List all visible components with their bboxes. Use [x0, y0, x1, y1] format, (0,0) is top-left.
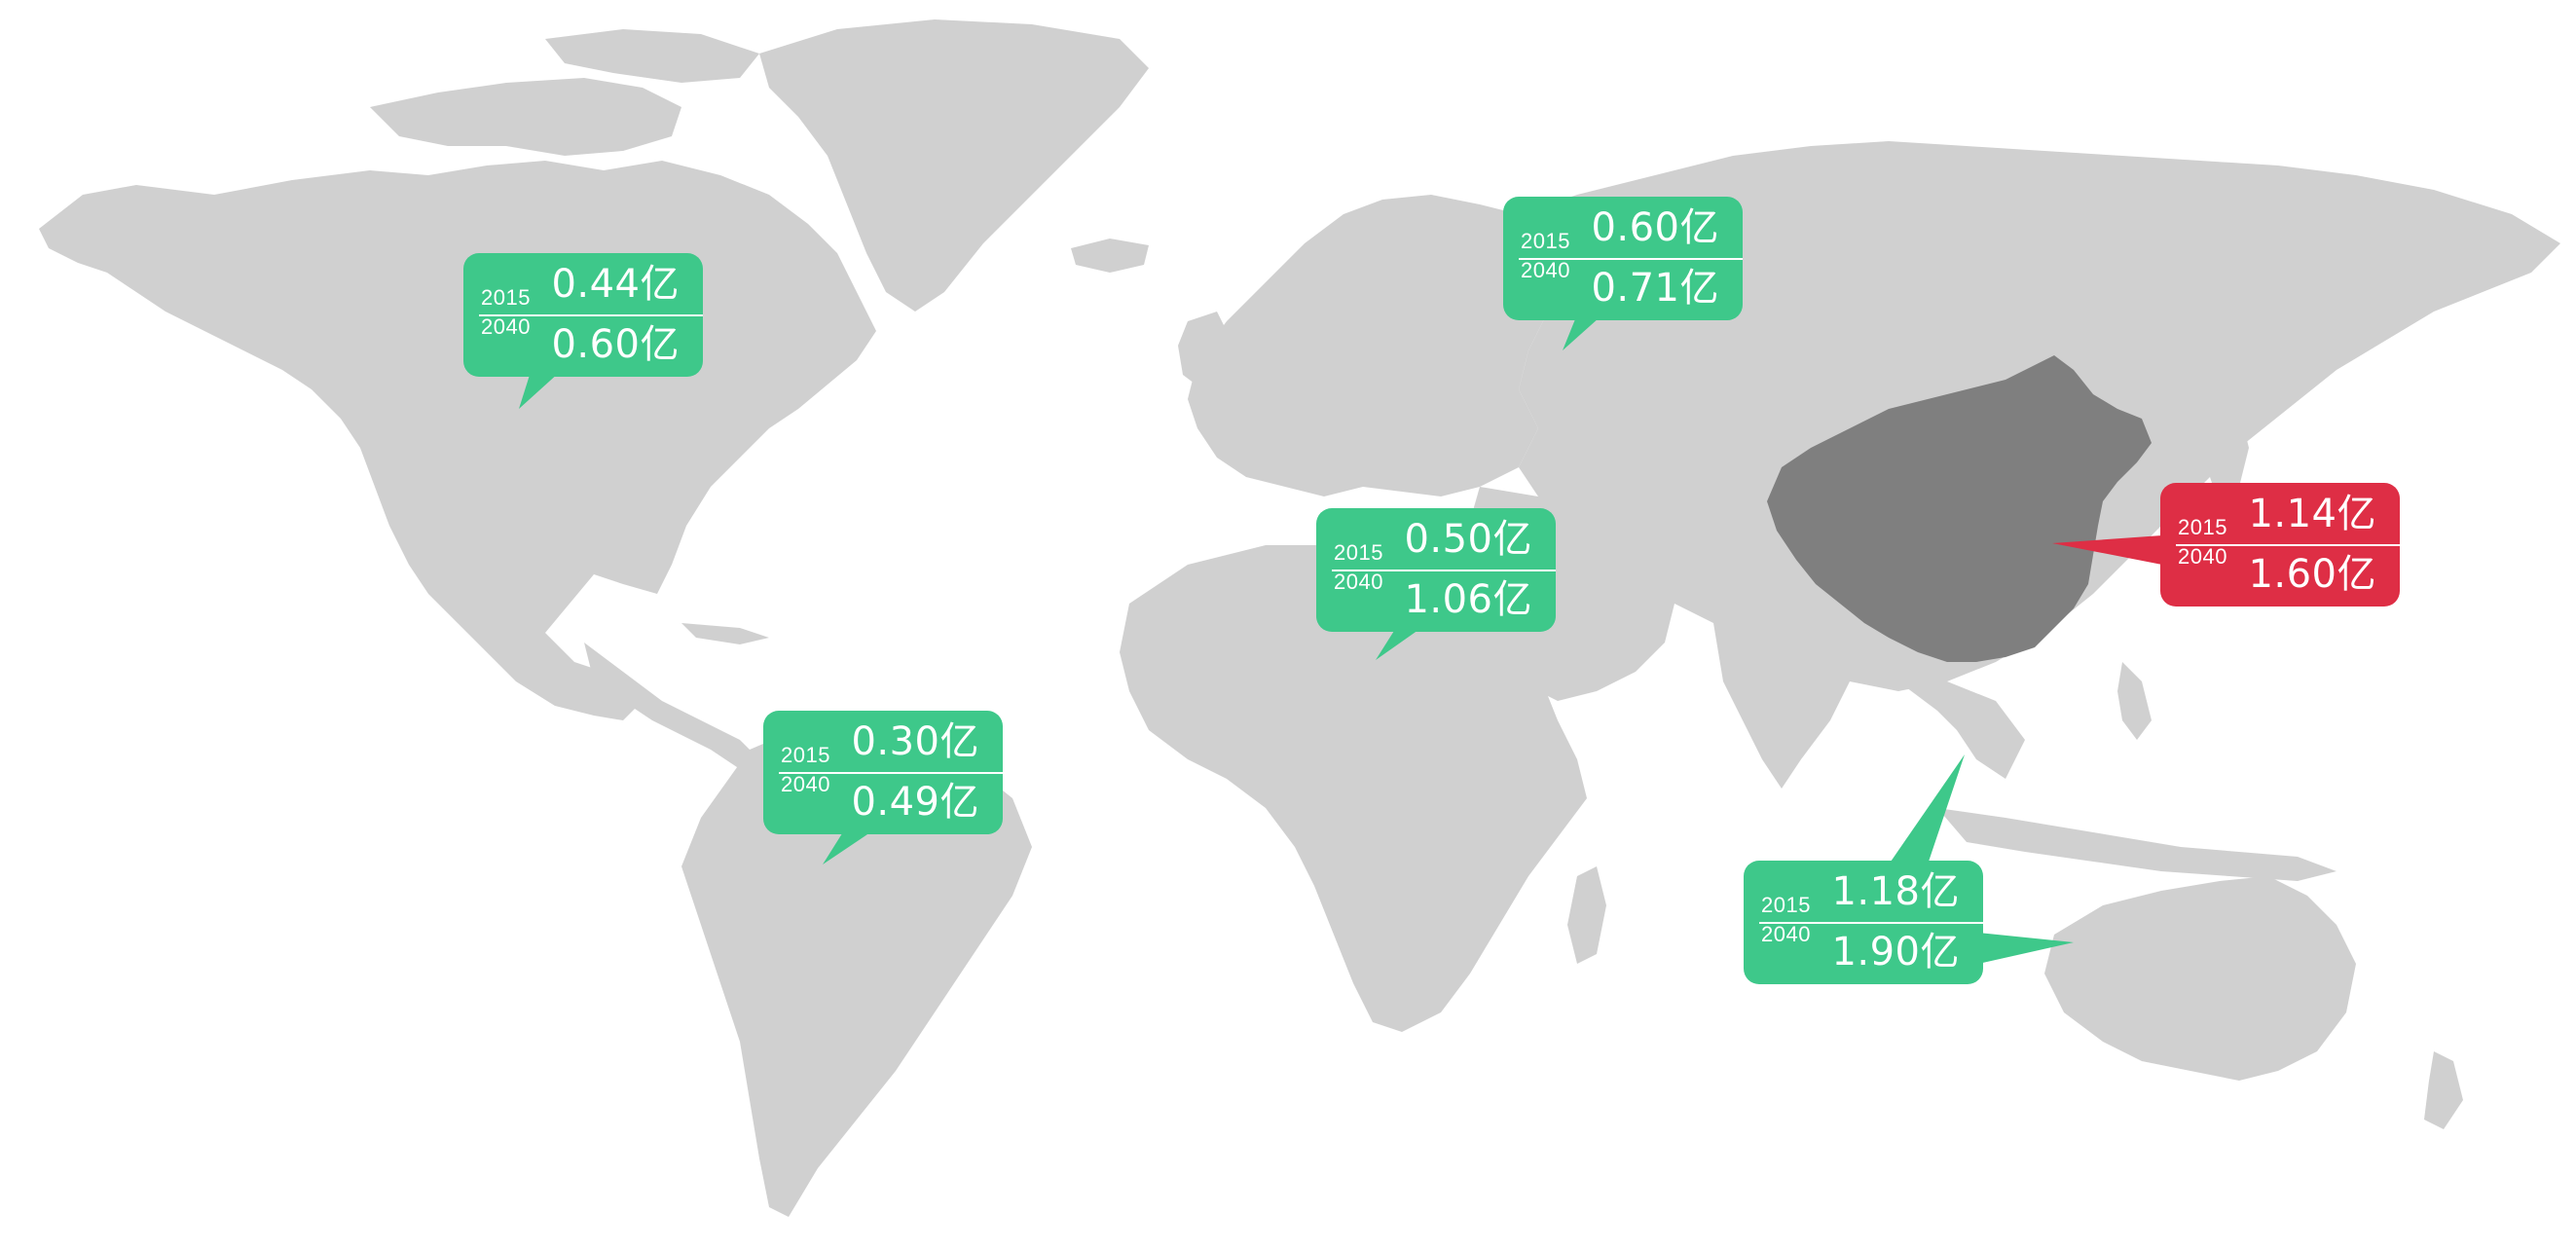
callout-china: 2015 2040 1.14亿 1.60亿 [2160, 483, 2400, 607]
value-2040: 1.06亿 [1404, 577, 1532, 622]
callout-divider [1519, 258, 1743, 260]
callout-southeast-asia: 2015 2040 1.18亿 1.90亿 [1744, 861, 1983, 984]
land-southeast-asia [1898, 681, 2025, 779]
year-2015-label: 2015 [781, 743, 830, 767]
year-2040-label: 2040 [2178, 544, 2227, 569]
callout-south-america: 2015 2040 0.30亿 0.49亿 [763, 711, 1003, 834]
value-2015: 0.44亿 [551, 262, 680, 307]
year-2040-label: 2040 [481, 314, 531, 339]
year-2040-label: 2040 [1761, 922, 1811, 946]
value-2015: 0.60亿 [1591, 205, 1719, 250]
callout-divider [1759, 922, 1983, 924]
value-2040: 0.71亿 [1591, 266, 1719, 311]
land-europe [1188, 195, 1558, 496]
land-caribbean [681, 623, 769, 644]
land-philippines [2117, 662, 2152, 740]
value-2015: 1.18亿 [1831, 869, 1960, 914]
callout-europe-russia: 2015 2040 0.60亿 0.71亿 [1503, 197, 1743, 320]
land-africa [1120, 545, 1587, 1032]
year-2015-label: 2015 [1334, 540, 1383, 565]
value-2040: 1.60亿 [2248, 552, 2376, 597]
land-indonesia [1937, 808, 2337, 881]
land-greenland [759, 19, 1149, 312]
value-2015: 1.14亿 [2248, 492, 2376, 536]
land-madagascar [1567, 866, 1606, 964]
callout-divider [2176, 544, 2400, 546]
value-2040: 0.60亿 [551, 322, 680, 367]
value-2040: 1.90亿 [1831, 930, 1960, 974]
land-iceland [1071, 239, 1149, 273]
land-australia [2044, 876, 2356, 1081]
land-central-america [584, 643, 759, 769]
callout-divider [1332, 570, 1556, 571]
year-2015-label: 2015 [1761, 893, 1811, 917]
value-2040: 0.49亿 [851, 780, 979, 825]
value-2015: 0.50亿 [1404, 517, 1532, 562]
year-2040-label: 2040 [1521, 258, 1570, 282]
land-south-america [681, 720, 1032, 1217]
land-new-zealand [2424, 1051, 2463, 1129]
year-2015-label: 2015 [1521, 229, 1570, 253]
year-2040-label: 2040 [1334, 570, 1383, 594]
value-2015: 0.30亿 [851, 719, 979, 764]
land-uk [1178, 312, 1232, 389]
land-china-highlighted [1767, 355, 2152, 662]
callout-divider [479, 314, 703, 316]
land-india [1713, 623, 1850, 789]
callout-divider [779, 772, 1003, 774]
callout-north-america: 2015 2040 0.44亿 0.60亿 [463, 253, 703, 377]
callout-middle-east: 2015 2040 0.50亿 1.06亿 [1316, 508, 1556, 632]
year-2015-label: 2015 [2178, 515, 2227, 539]
year-2015-label: 2015 [481, 285, 531, 310]
land-arctic-islands [370, 78, 681, 156]
land-arctic-islands-2 [545, 29, 759, 83]
land-japan [2210, 389, 2249, 506]
year-2040-label: 2040 [781, 772, 830, 796]
